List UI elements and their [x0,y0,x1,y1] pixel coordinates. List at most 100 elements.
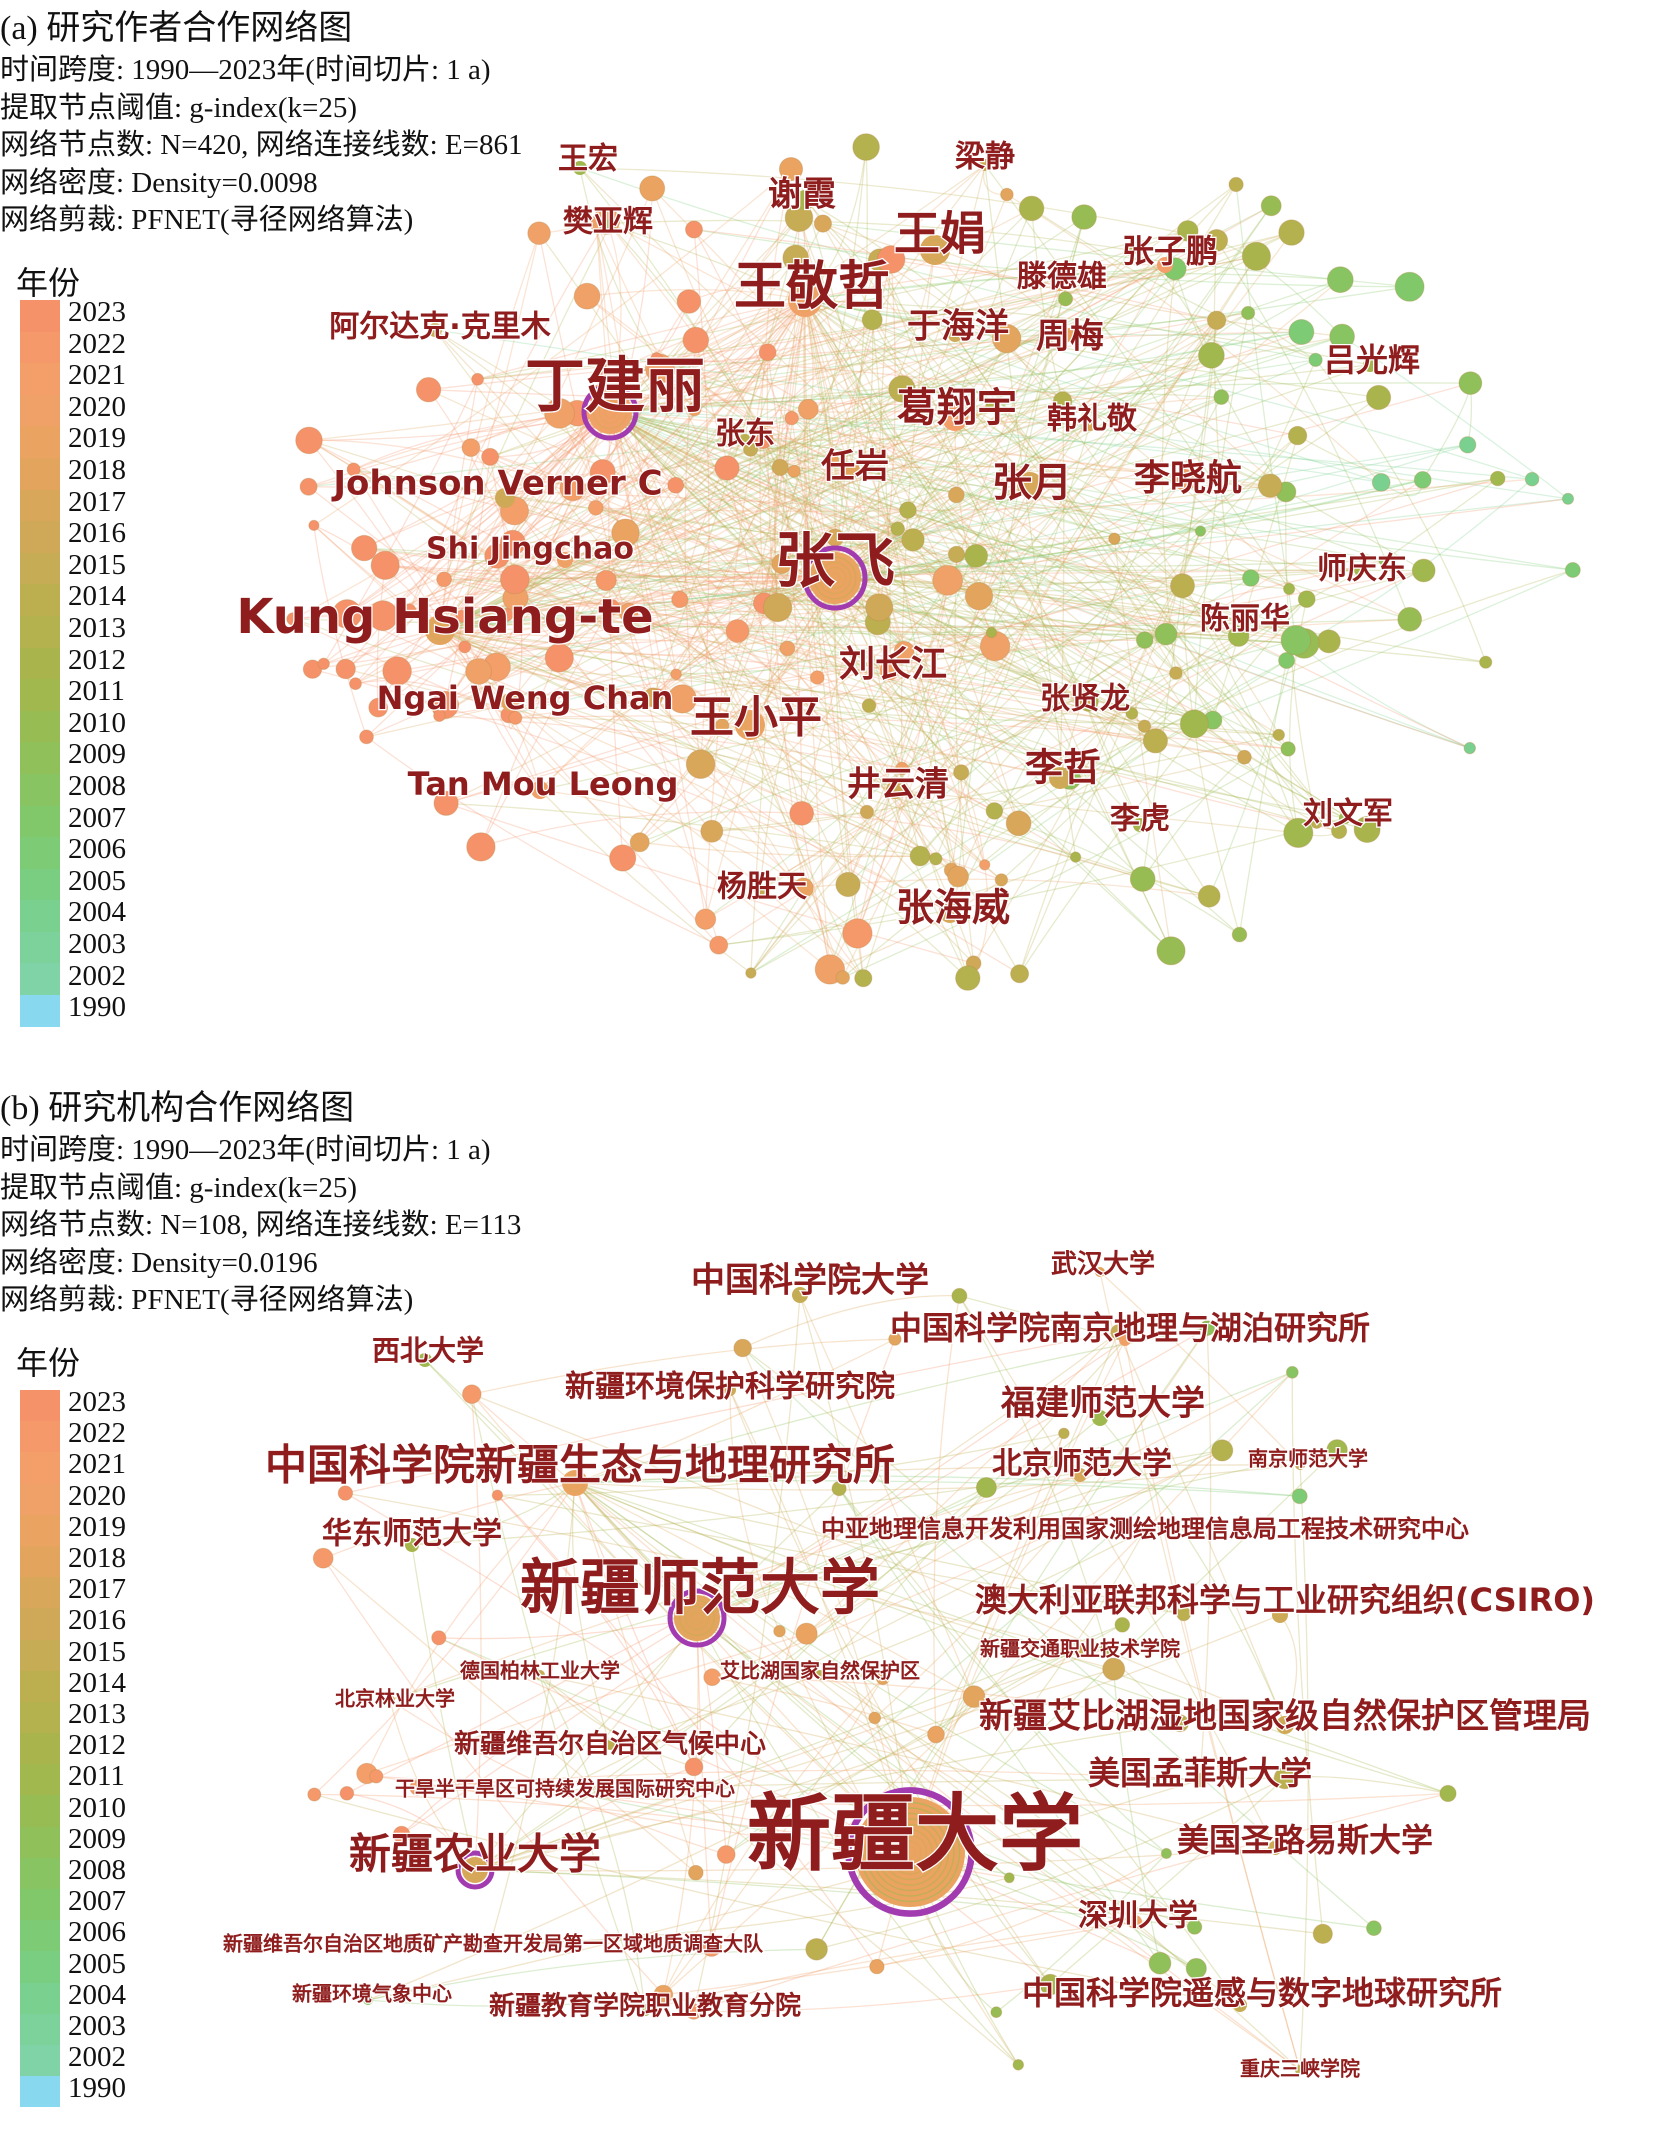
collaboration-edge [742,1347,911,1853]
collaboration-edge [504,497,783,565]
node-circle [1174,469,1196,491]
collaboration-edge [605,220,795,472]
labeled-node [639,2004,651,2016]
network-node [1018,195,1045,222]
node-label: Johnson Verner C [331,464,662,504]
collaboration-edge [663,1921,1136,1996]
node-label: 井云清 [847,765,949,805]
collaboration-edge [574,1482,1241,2006]
legend-year-label: 2013 [68,1698,126,1730]
network-node [901,528,925,552]
network-node [1241,241,1272,271]
legend-color-swatch [20,1483,60,1515]
node-label: 德国柏林工业大学 [460,1659,620,1683]
collaboration-edge [834,249,1132,579]
collaboration-edge [1059,320,1218,779]
node-year-ring [534,784,546,796]
labeled-node [920,235,950,265]
network-node [964,544,989,568]
collaboration-edge [401,1339,1126,1836]
collaboration-edge [822,223,1195,725]
collaboration-edge [322,1557,697,1874]
network-node [401,603,417,619]
node-year-ring [1053,771,1067,785]
node-year-ring [741,436,749,444]
collaboration-edge [512,542,995,812]
node-label: 中国科学院新疆生态与地理研究所 [265,1441,895,1490]
collaboration-edge [749,724,831,970]
node-circle [604,219,616,231]
collaboration-edge [838,1488,1161,1964]
network-node [1186,1919,1203,1935]
node-year-ring [798,293,812,307]
network-node [762,592,793,623]
collaboration-edge [1181,585,1299,834]
collaboration-edge [726,467,831,970]
network-node [859,804,875,820]
node-year-ring [470,1865,481,1876]
collaboration-edge [624,299,806,534]
node-year-ring [1270,1843,1280,1853]
collaboration-edge [480,299,806,848]
collaboration-edge [995,1853,1167,2013]
collaboration-edge [834,577,1177,674]
collaboration-edge [609,411,1329,643]
node-label: 华东师范大学 [322,1517,502,1552]
node-year-ring [950,413,961,424]
collaboration-edge [954,298,1066,419]
node-circle [639,2004,651,2016]
collaboration-edge [804,299,977,557]
node-year-ring [898,1840,922,1864]
network-node [805,1938,828,1961]
labeled-node [1157,257,1173,273]
collaboration-edge [804,299,1379,399]
node-circle [1295,2065,1305,2075]
network-node [1194,525,1207,537]
network-node [985,626,998,639]
collaboration-edge [474,1668,1114,1871]
network-node [714,718,730,733]
collaboration-edge [806,1331,1119,1635]
collaboration-edge [443,224,611,580]
collaboration-edge [879,606,1305,645]
collaboration-edge [574,1482,1184,1615]
node-year-ring [847,465,857,475]
legend-color-swatch [20,1889,60,1921]
node-label: 阿尔达克·克里木 [329,310,550,345]
network-node [1291,1488,1308,1505]
collaboration-edge [804,299,1172,952]
collaboration-edge [439,205,1272,631]
collaboration-edge [919,435,1299,857]
node-year-ring [818,561,852,595]
legend-color-swatch [20,1857,60,1889]
node-circle [948,328,962,342]
network-node [1283,817,1314,849]
network-node [1228,176,1244,193]
collaboration-edge [693,1294,801,2012]
legend-color-swatch [20,300,60,332]
collaboration-edge [574,1482,975,1698]
collaboration-edge [750,723,1195,974]
network-node [1142,728,1169,754]
collaboration-edge [693,1792,1449,2013]
network-node [685,2003,702,2020]
labeled-node [1133,818,1147,832]
collaboration-edge [662,1677,884,1995]
collaboration-edge [559,1777,1285,1791]
node-year-ring [1130,1917,1140,1927]
node-circle [815,1670,825,1680]
node-circle [809,552,861,604]
labeled-node [792,1287,808,1303]
collaboration-edge [363,471,603,549]
collaboration-edge [428,389,991,407]
network-node [758,343,777,362]
network-node [676,289,702,314]
network-node [854,969,873,988]
collaboration-edge [366,736,719,946]
labeled-node [979,159,991,171]
network-node [415,377,442,403]
collaboration-edge [659,368,899,530]
collaboration-edge [954,331,1302,419]
collaboration-edge [628,299,806,613]
collaboration-edge [1030,208,1064,402]
